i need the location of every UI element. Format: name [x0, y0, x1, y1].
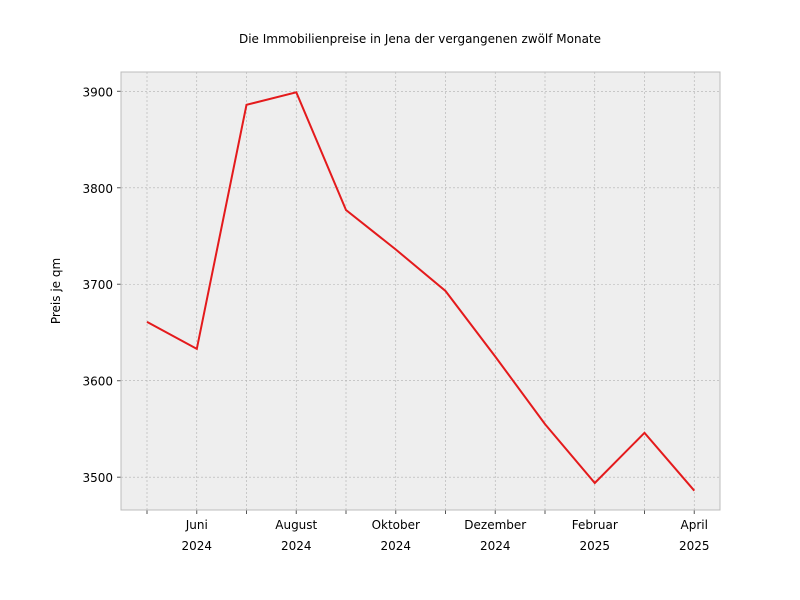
- y-tick-label: 3900: [82, 85, 113, 99]
- y-axis-label: Preis je qm: [49, 258, 63, 324]
- x-tick-label: Februar 2025: [572, 518, 618, 553]
- x-tick-label: Dezember 2024: [464, 518, 526, 553]
- y-tick-label: 3600: [82, 375, 113, 389]
- x-axis: Juni 2024 August 2024 Oktober 2024 Dezember 202…: [146, 510, 710, 553]
- series-line: [146, 91, 696, 492]
- plot-frame: [120, 71, 721, 511]
- y-tick-label: 3500: [82, 471, 113, 485]
- y-tick-label: 3700: [82, 278, 113, 292]
- y-tick-label: 3800: [82, 182, 113, 196]
- x-tick-label: Juni 2024: [181, 518, 212, 553]
- x-tick-label: Oktober 2024: [372, 518, 420, 553]
- chart-title: Die Immobilienpreise in Jena der vergang…: [239, 32, 601, 46]
- y-axis: 3500 3600 3700 3800 3900: [82, 85, 121, 485]
- x-tick-label: August 2024: [275, 518, 317, 553]
- plot-area: [121, 72, 720, 510]
- x-tick-label: April 2025: [679, 518, 710, 553]
- grid: [121, 72, 720, 510]
